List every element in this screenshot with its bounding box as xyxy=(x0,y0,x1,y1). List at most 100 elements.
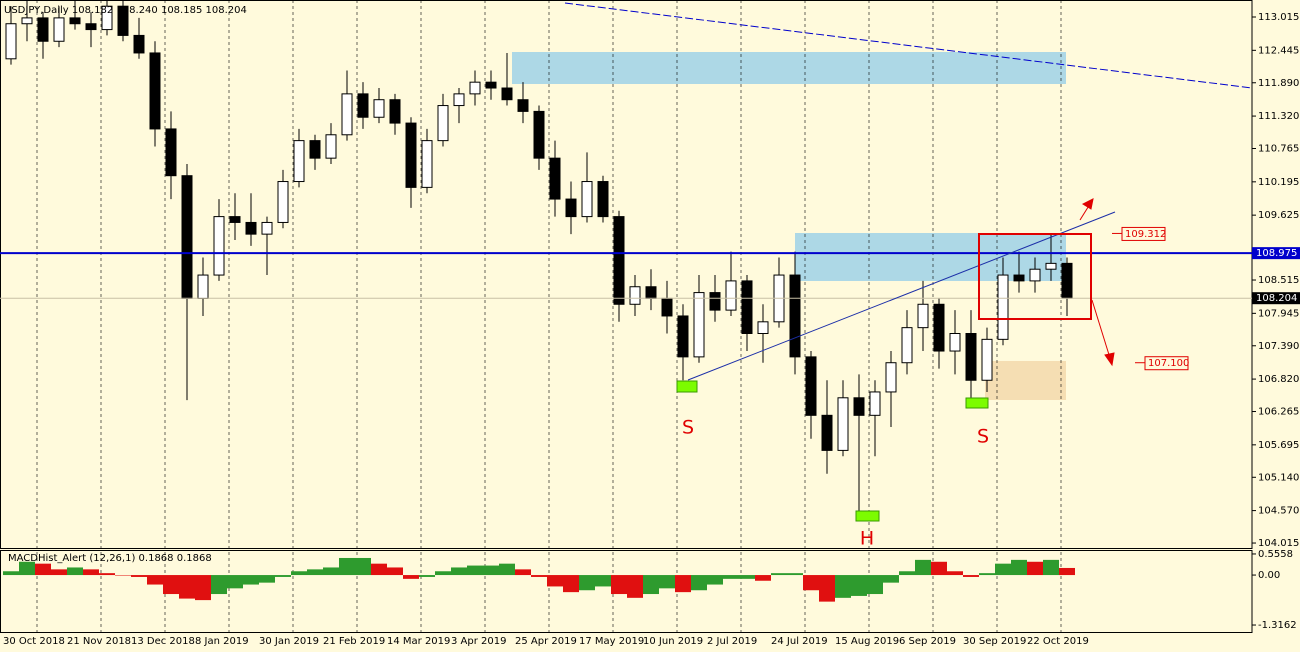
candle-body xyxy=(453,93,465,107)
x-tick-label: 30 Sep 2019 xyxy=(963,636,1026,647)
histogram-bar xyxy=(355,557,371,576)
histogram-bar xyxy=(35,563,51,576)
histogram-bar xyxy=(611,575,627,595)
y-tick-label: 107.945 xyxy=(1258,308,1299,319)
y-tick-label: 110.765 xyxy=(1258,144,1299,155)
candle-body xyxy=(101,5,113,31)
y-tick-label: 106.820 xyxy=(1258,374,1299,385)
pattern-label: H xyxy=(860,528,874,550)
histogram-bar xyxy=(707,575,723,585)
candle-body xyxy=(853,397,865,416)
y-tick-label: 112.445 xyxy=(1258,45,1299,56)
candle-body xyxy=(693,292,705,358)
candle-body xyxy=(725,280,737,311)
y-tick-label: 111.890 xyxy=(1258,78,1299,89)
marker xyxy=(676,380,698,393)
price-tag xyxy=(1252,292,1300,305)
candle-body xyxy=(677,315,689,358)
candle-body xyxy=(789,274,801,358)
panel-frame xyxy=(0,0,1253,549)
histogram-bar xyxy=(19,561,35,576)
arrows xyxy=(1079,198,1115,367)
candle-body xyxy=(869,391,881,416)
histogram-bar xyxy=(659,575,675,589)
histogram-bar xyxy=(627,575,643,598)
x-tick-label: 2 Jul 2019 xyxy=(707,636,757,647)
target-zone xyxy=(985,361,1066,400)
histogram-bar xyxy=(915,559,931,576)
candle-body xyxy=(837,397,849,451)
histogram-bar xyxy=(83,569,99,576)
histogram-bar xyxy=(275,575,291,577)
x-tick-label: 3 Apr 2019 xyxy=(451,636,506,647)
supply-zone xyxy=(795,233,1066,281)
candle-body xyxy=(821,414,833,451)
histogram-bar xyxy=(227,575,243,589)
histogram-bar xyxy=(883,575,899,583)
histogram-bar xyxy=(851,575,867,596)
callout-label: 107.100 xyxy=(1148,358,1189,369)
histogram-bar xyxy=(755,575,771,581)
candle-body xyxy=(645,286,657,299)
histogram-bar xyxy=(1011,559,1027,576)
candle-body xyxy=(341,93,353,136)
candle-body xyxy=(245,221,257,235)
histogram-bar xyxy=(803,575,819,591)
histogram-bar xyxy=(947,571,963,576)
histogram-bar xyxy=(51,569,67,576)
candle-body xyxy=(437,105,449,142)
histogram-bar xyxy=(867,575,883,595)
candle-body xyxy=(1013,274,1025,282)
histogram-bar xyxy=(931,561,947,576)
annotations: S H S USDJPY,Daily 108.182 108.240 108.1… xyxy=(4,2,1253,564)
histogram-bar xyxy=(67,567,83,576)
histogram-bar xyxy=(467,565,483,576)
candle-body xyxy=(85,23,97,31)
x-tick-label: 15 Aug 2019 xyxy=(835,636,899,647)
candle-body xyxy=(757,321,769,334)
candle-body xyxy=(949,332,961,352)
histogram-bar xyxy=(403,575,419,579)
candle-body xyxy=(933,303,945,352)
x-tick-label: 22 Oct 2019 xyxy=(1027,636,1089,647)
histogram-bar xyxy=(307,569,323,576)
histogram-bar xyxy=(99,573,115,576)
histogram-bar xyxy=(3,571,19,576)
candle-body xyxy=(69,17,81,25)
histogram-bar xyxy=(995,563,1011,576)
y-tick-label: 109.625 xyxy=(1258,210,1299,221)
histogram-bar xyxy=(1043,559,1059,576)
histogram-bar xyxy=(979,573,995,576)
arrow xyxy=(1091,299,1111,359)
histogram-bar xyxy=(435,571,451,576)
candle-body xyxy=(549,157,561,200)
candle-body xyxy=(421,140,433,188)
candle-body xyxy=(277,181,289,223)
histogram-bar xyxy=(371,563,387,576)
arrow-head xyxy=(1081,198,1094,210)
histogram-bar xyxy=(339,557,355,576)
y-tick-label: 0.00 xyxy=(1258,570,1280,581)
candle-body xyxy=(901,327,913,364)
neckline xyxy=(687,211,1116,381)
candle-body xyxy=(1061,262,1073,299)
candle-body xyxy=(373,99,385,118)
x-tick-label: 13 Dec 2018 xyxy=(131,636,195,647)
histogram-bar xyxy=(563,575,579,593)
candle-body xyxy=(805,356,817,416)
histogram-bar xyxy=(483,565,499,576)
x-tick-label: 17 May 2019 xyxy=(579,636,644,647)
candle-body xyxy=(149,52,161,130)
y-tick-label: 108.515 xyxy=(1258,275,1299,286)
y-tick-label: 107.390 xyxy=(1258,341,1299,352)
candle-body xyxy=(741,280,753,334)
candle-body xyxy=(997,274,1009,340)
candle-body xyxy=(197,274,209,299)
y-tick-label: 111.320 xyxy=(1258,111,1299,122)
candle-body xyxy=(485,81,497,89)
trend-line xyxy=(564,2,1253,89)
candle-body xyxy=(213,216,225,276)
x-tick-label: 21 Feb 2019 xyxy=(323,636,385,647)
histogram-bar xyxy=(1027,561,1043,576)
